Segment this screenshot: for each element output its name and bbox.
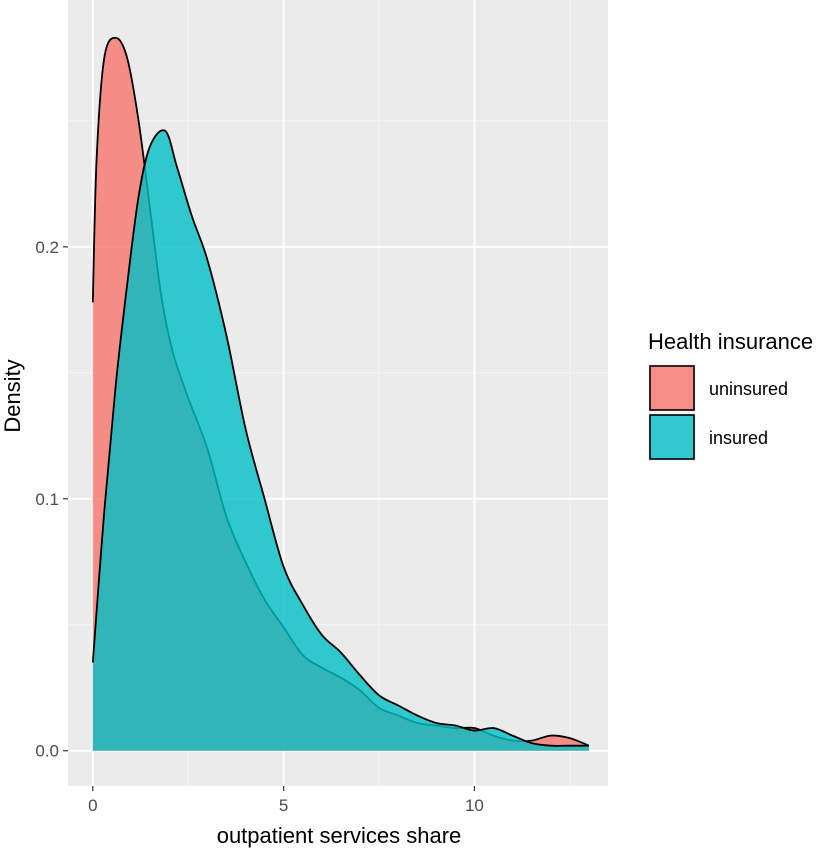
y-tick-label: 0.0 — [35, 742, 59, 761]
x-tick-label: 5 — [279, 796, 288, 815]
legend-swatch-insured — [649, 414, 695, 460]
x-tick-label: 10 — [465, 796, 484, 815]
y-tick-label: 0.1 — [35, 490, 59, 509]
y-axis-title: Density — [0, 359, 25, 432]
x-tick-label: 0 — [88, 796, 97, 815]
legend: Health insurance uninsured insured — [648, 329, 813, 461]
density-line-insured — [91, 129, 589, 747]
legend-label-insured: insured — [709, 428, 768, 448]
legend-label-uninsured: uninsured — [709, 379, 788, 399]
y-axis: 0.0 0.1 0.2 — [35, 238, 68, 761]
legend-swatch-uninsured — [649, 365, 695, 411]
density-areas — [91, 36, 590, 751]
x-axis: 0 5 10 — [88, 786, 484, 815]
x-axis-title: outpatient services share — [217, 823, 462, 848]
legend-title: Health insurance — [648, 329, 813, 354]
y-tick-label: 0.2 — [35, 238, 59, 257]
density-area-insured — [92, 130, 589, 751]
